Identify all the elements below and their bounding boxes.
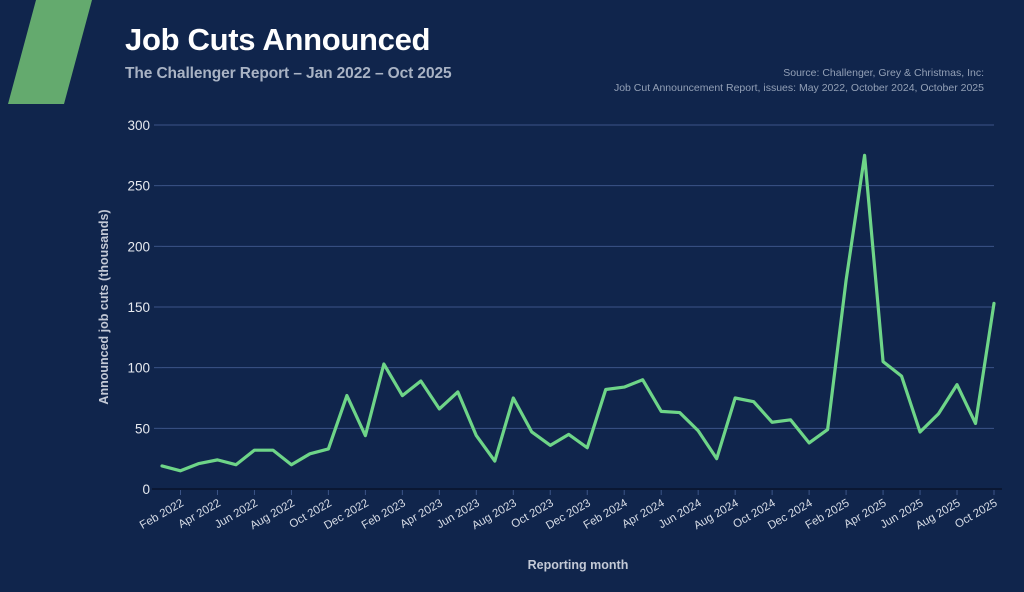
- y-tick-label: 100: [127, 361, 150, 376]
- y-tick-label: 200: [127, 239, 150, 254]
- header: Job Cuts Announced The Challenger Report…: [125, 22, 452, 83]
- x-tick-label: Feb 2022: [138, 497, 186, 532]
- page-title: Job Cuts Announced: [125, 22, 431, 57]
- brand-logo: [0, 0, 110, 104]
- source-line-1: Source: Challenger, Grey & Christmas, In…: [783, 67, 984, 79]
- y-tick-label: 250: [127, 179, 150, 194]
- y-axis-ticks: 0 50 100 150 200 250 300: [127, 118, 162, 497]
- source-attribution: Source: Challenger, Grey & Christmas, In…: [614, 66, 984, 96]
- gridlines: [162, 124, 994, 429]
- x-axis-title: Reporting month: [528, 558, 629, 572]
- y-axis-title: Announced job cuts (thousands): [97, 209, 111, 404]
- source-line-2: Job Cut Announcement Report, issues: May…: [613, 82, 984, 95]
- x-tick-label: Oct 2025: [953, 497, 999, 531]
- y-tick-label: 50: [135, 421, 150, 436]
- page-subtitle: The Challenger Report – Jan 2022 – Oct 2…: [125, 64, 452, 82]
- y-tick-label: 0: [142, 482, 150, 497]
- y-tick-label: 300: [127, 118, 150, 133]
- logo-slash-icon: [8, 0, 92, 104]
- data-series-line: [160, 153, 996, 473]
- y-tick-label: 150: [127, 300, 150, 315]
